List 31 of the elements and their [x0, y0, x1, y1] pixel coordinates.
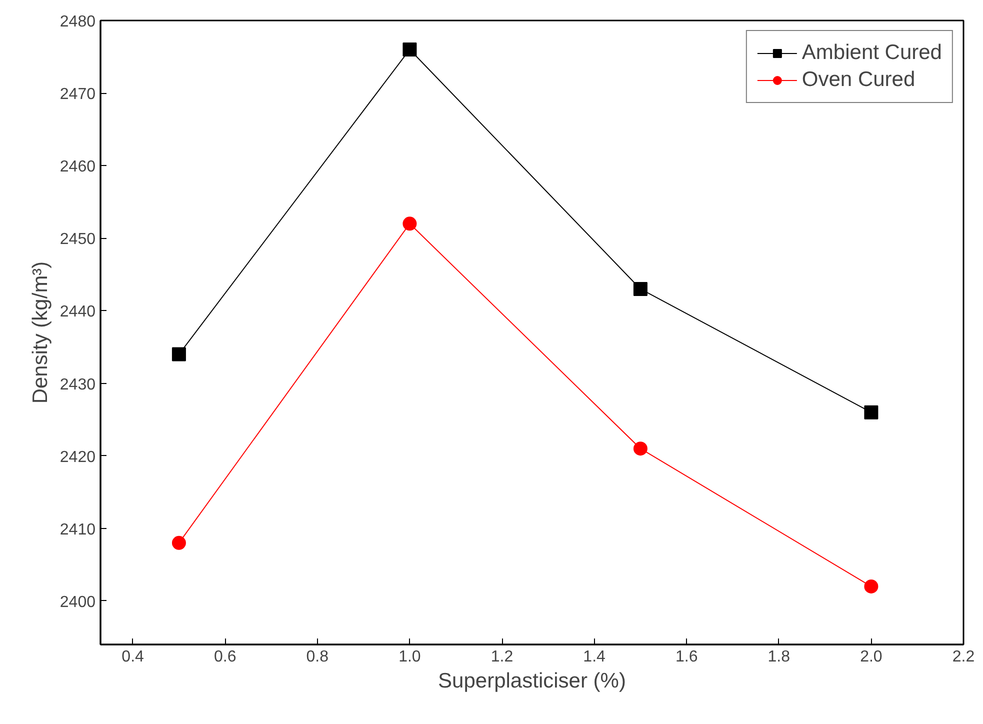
- x-tick-label: 2.0: [860, 648, 882, 666]
- point: [172, 536, 186, 550]
- y-tick-label: 2420: [60, 448, 96, 466]
- y-tick-label: 2430: [60, 376, 96, 394]
- y-tick-label: 2480: [60, 14, 96, 30]
- x-tick-label: 1.2: [490, 648, 514, 666]
- y-tick-label: 2400: [60, 594, 96, 611]
- legend-label: Ambient Cured: [802, 41, 942, 65]
- x-tick-label: 0.6: [214, 648, 236, 666]
- x-axis-title: Superplasticiser (%): [438, 670, 626, 692]
- y-tick-label: 2460: [60, 158, 96, 176]
- x-tick-label: 2.2: [952, 648, 975, 666]
- x-tick-label: 1.6: [675, 648, 698, 666]
- legend-label: Oven Cured: [802, 68, 916, 92]
- x-tick-label: 0.4: [122, 648, 144, 666]
- point: [864, 579, 878, 594]
- point: [402, 216, 417, 231]
- y-tick-label: 2450: [60, 231, 96, 248]
- point: [633, 442, 648, 456]
- x-tick-label: 1.8: [768, 648, 790, 666]
- point: [172, 347, 186, 362]
- x-tick-label: 0.8: [306, 648, 329, 666]
- y-tick-label: 2440: [60, 304, 96, 321]
- x-tick-label: 1.4: [583, 648, 606, 666]
- point: [402, 42, 417, 57]
- y-tick-label: 2470: [60, 86, 96, 104]
- x-tick-label: 1.0: [398, 648, 421, 666]
- point: [864, 405, 878, 420]
- point: [633, 282, 648, 296]
- y-tick-label: 2410: [60, 521, 96, 538]
- y-axis-title: Density (kg/m³): [28, 261, 52, 404]
